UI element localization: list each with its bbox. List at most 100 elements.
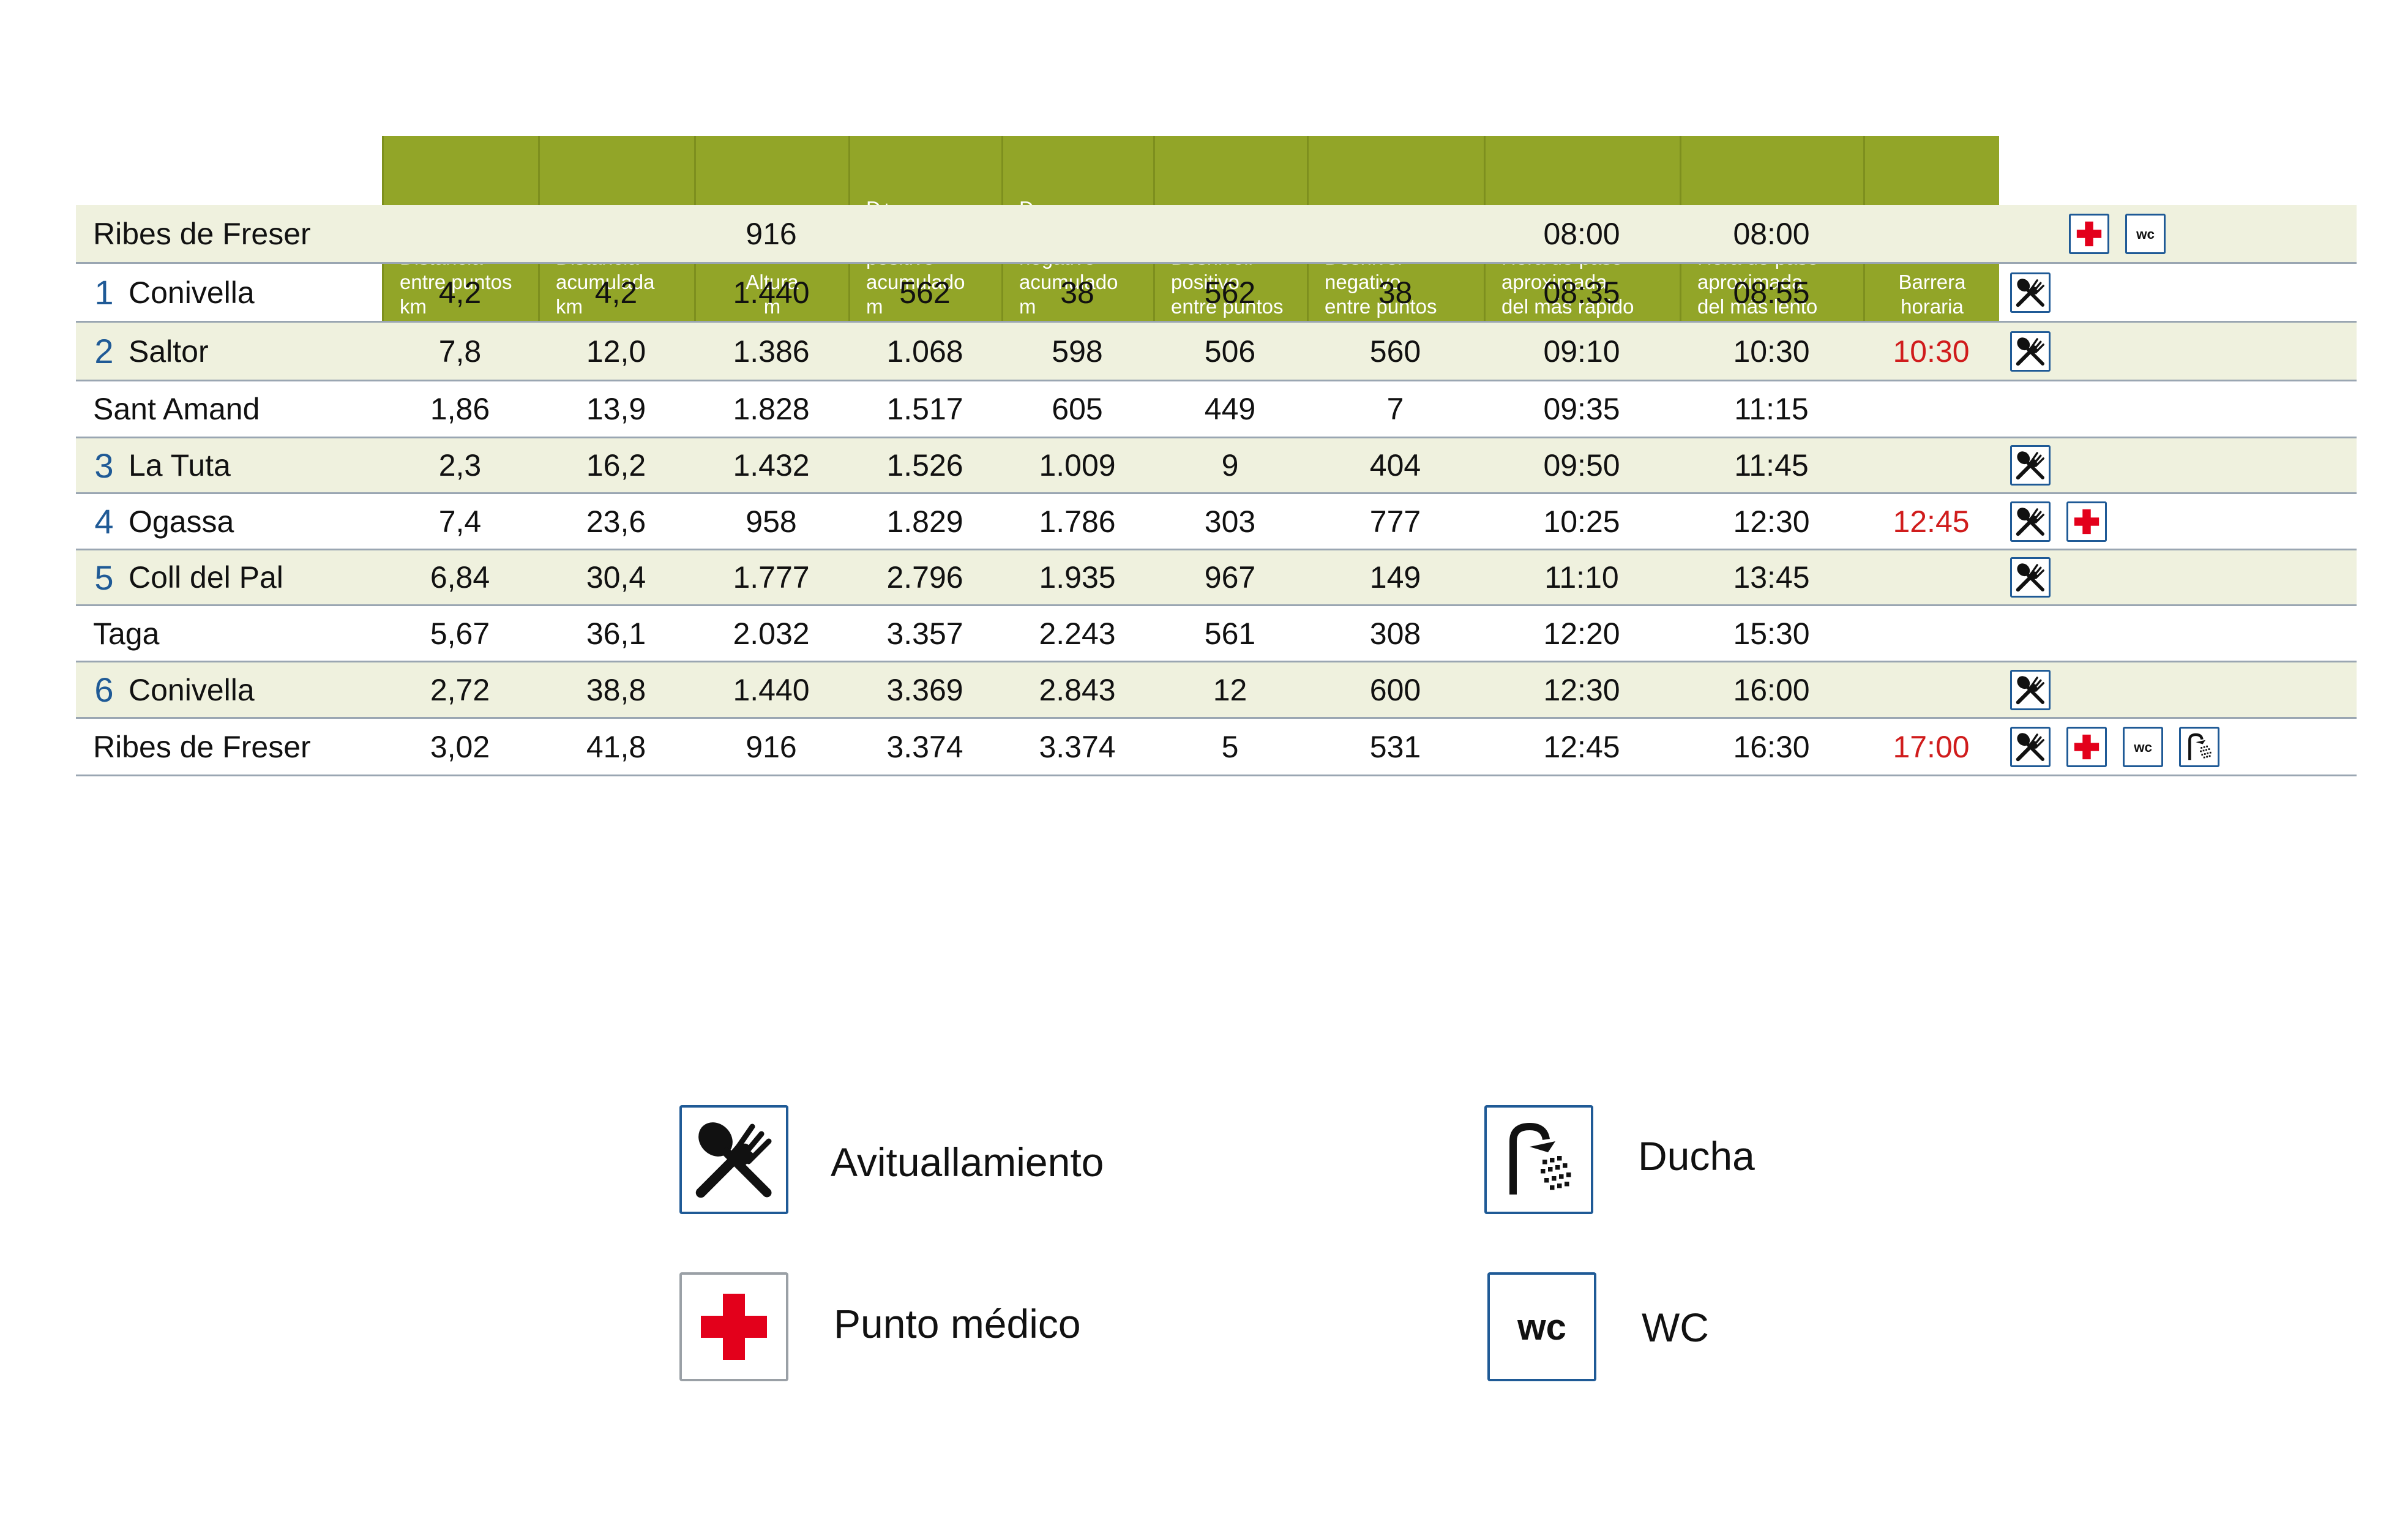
despos-cell: 9 bbox=[1221, 448, 1239, 482]
dneg-cell: 1.786 bbox=[1039, 504, 1116, 539]
header-line: acumulado bbox=[1019, 271, 1118, 293]
table-row: Taga 5,67 36,1 2.032 3.357 2.243 561 308 12:20 15… bbox=[76, 606, 2357, 662]
slow-cell: 13:45 bbox=[1733, 560, 1810, 595]
dpos-cell bbox=[848, 205, 1001, 262]
checkpoint-name: Coll del Pal bbox=[129, 560, 283, 595]
barrier-cell: 17:00 bbox=[1893, 729, 1970, 764]
medical-icon bbox=[2069, 213, 2109, 254]
header-line: del más rapido bbox=[1501, 295, 1634, 318]
desneg-cell: 531 bbox=[1369, 729, 1421, 764]
checkpoint-name: Ribes de Freser bbox=[93, 729, 311, 764]
dpos-cell: 3.369 bbox=[886, 672, 963, 707]
services-icons bbox=[2010, 494, 2107, 549]
despos-cell bbox=[1153, 205, 1307, 262]
table-row: Ribes de Freser 916 08:00 08:00 wc bbox=[76, 205, 2357, 264]
services-icons bbox=[2010, 264, 2051, 321]
dpos-cell: 2.796 bbox=[886, 560, 963, 595]
shower-icon bbox=[2179, 726, 2219, 767]
services-icons bbox=[2010, 550, 2051, 604]
slow-cell: 12:30 bbox=[1733, 504, 1810, 539]
dneg-cell: 3.374 bbox=[1039, 729, 1116, 764]
despos-cell: 561 bbox=[1204, 616, 1256, 651]
shower-legend-label: Ducha bbox=[1638, 1133, 1755, 1179]
table-row: Ribes de Freser 3,02 41,8 916 3.374 3.374 5 531… bbox=[76, 719, 2357, 776]
fast-cell: 11:10 bbox=[1544, 560, 1619, 595]
dneg-cell: 605 bbox=[1052, 392, 1103, 426]
table-row: 2 Saltor 7,8 12,0 1.386 1.068 598 506 560 09:10 10… bbox=[76, 323, 2357, 381]
checkpoint-number: 6 bbox=[94, 670, 114, 709]
acum-cell: 41,8 bbox=[586, 729, 646, 764]
dist-cell: 4,2 bbox=[438, 275, 482, 310]
dist-cell: 1,86 bbox=[430, 392, 490, 426]
header-line: aproximada bbox=[1697, 271, 1803, 293]
dpos-cell: 1.526 bbox=[886, 448, 963, 482]
despos-cell: 562 bbox=[1204, 275, 1256, 310]
food-legend-label: Avituallamiento bbox=[831, 1139, 1104, 1185]
fast-cell: 10:25 bbox=[1543, 504, 1620, 539]
food-icon bbox=[2010, 726, 2051, 767]
checkpoint-name: Conivella bbox=[129, 275, 255, 310]
checkpoint-name: Ribes de Freser bbox=[93, 216, 311, 251]
alt-cell: 1.777 bbox=[733, 560, 810, 595]
checkpoint-name-cell: Ribes de Freser bbox=[76, 719, 399, 775]
checkpoint-name: Sant Amand bbox=[93, 392, 260, 426]
checkpoint-name-cell: Taga bbox=[76, 606, 399, 661]
checkpoint-name-cell: 4 Ogassa bbox=[76, 494, 399, 549]
fast-cell: 08:35 bbox=[1543, 275, 1620, 310]
dist-cell: 2,3 bbox=[438, 448, 482, 482]
dist-cell: 2,72 bbox=[430, 672, 490, 707]
header-line: km bbox=[400, 295, 427, 318]
table-row: Sant Amand 1,86 13,9 1.828 1.517 605 449 7 09:35… bbox=[76, 381, 2357, 438]
slow-cell: 11:45 bbox=[1734, 448, 1809, 482]
svg-text:wc: wc bbox=[2136, 226, 2155, 241]
food-icon bbox=[2010, 501, 2051, 542]
header-line: acumulado bbox=[866, 271, 965, 293]
desneg-cell: 560 bbox=[1369, 334, 1421, 369]
header-line: aproximada bbox=[1501, 271, 1607, 293]
header-line: negativo bbox=[1325, 271, 1401, 293]
table-row: 5 Coll del Pal 6,84 30,4 1.777 2.796 1.935 967 1… bbox=[76, 550, 2357, 606]
wc-icon: wc bbox=[2123, 726, 2163, 767]
services-icons bbox=[2010, 323, 2051, 380]
slow-cell: 16:30 bbox=[1733, 729, 1810, 764]
table-row: 3 La Tuta 2,3 16,2 1.432 1.526 1.009 9 404 09:50 1… bbox=[76, 438, 2357, 494]
dneg-cell: 598 bbox=[1052, 334, 1103, 369]
slow-cell: 11:15 bbox=[1734, 392, 1809, 426]
medical-legend-label: Punto médico bbox=[834, 1301, 1081, 1346]
dneg-cell: 38 bbox=[1060, 275, 1094, 310]
wc-legend-label: WC bbox=[1642, 1305, 1709, 1350]
fast-cell: 08:00 bbox=[1543, 216, 1620, 251]
barrier-cell bbox=[1863, 264, 1999, 321]
desneg-cell: 7 bbox=[1386, 392, 1404, 426]
checkpoint-name-cell: 1 Conivella bbox=[76, 264, 399, 321]
despos-cell: 303 bbox=[1204, 504, 1256, 539]
checkpoint-name: Conivella bbox=[129, 672, 255, 707]
food-icon bbox=[2010, 445, 2051, 486]
dist-cell: 7,8 bbox=[438, 334, 482, 369]
despos-cell: 449 bbox=[1204, 392, 1256, 426]
fast-cell: 09:35 bbox=[1543, 392, 1620, 426]
food-icon bbox=[2010, 272, 2051, 313]
alt-cell: 1.440 bbox=[733, 672, 810, 707]
desneg-cell: 404 bbox=[1369, 448, 1421, 482]
header-line: positivo bbox=[1171, 271, 1240, 293]
services-icons bbox=[2010, 438, 2051, 492]
wc-icon: wc bbox=[2125, 213, 2166, 254]
fast-cell: 12:20 bbox=[1543, 616, 1620, 651]
desneg-cell: 777 bbox=[1369, 504, 1421, 539]
acum-cell: 38,8 bbox=[586, 672, 646, 707]
alt-cell: 916 bbox=[746, 729, 797, 764]
dist-cell bbox=[382, 205, 538, 262]
alt-cell: 1.432 bbox=[733, 448, 810, 482]
checkpoint-name: La Tuta bbox=[129, 448, 231, 482]
checkpoint-number: 1 bbox=[94, 273, 114, 312]
header-line: Barrera bbox=[1898, 271, 1966, 293]
slow-cell: 16:00 bbox=[1733, 672, 1810, 707]
services-icons bbox=[2010, 662, 2051, 717]
fast-cell: 09:10 bbox=[1543, 334, 1620, 369]
svg-text:wc: wc bbox=[2133, 739, 2152, 754]
dneg-cell: 1.935 bbox=[1039, 560, 1116, 595]
medical-legend-icon bbox=[679, 1272, 788, 1381]
table-row: 1 Conivella 4,2 4,2 1.440 562 38 562 38 08:35 08:5… bbox=[76, 264, 2357, 323]
desneg-cell: 308 bbox=[1369, 616, 1421, 651]
